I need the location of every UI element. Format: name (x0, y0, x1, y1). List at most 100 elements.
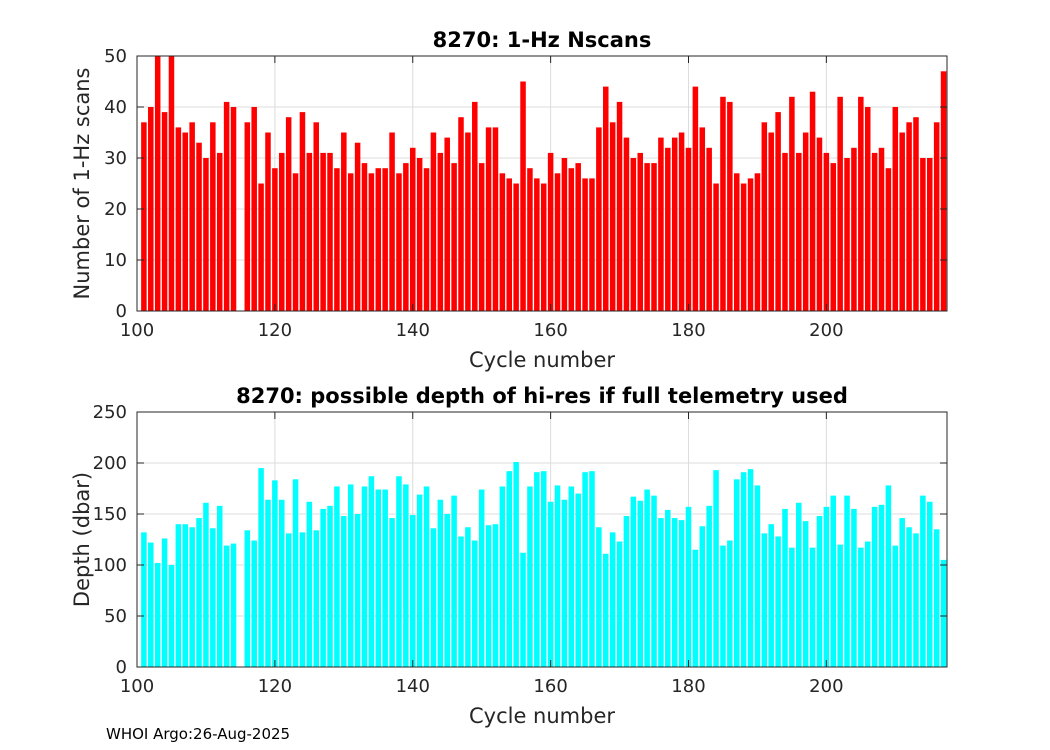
bar-cycle-139 (403, 163, 409, 311)
bar-cycle-156 (520, 81, 526, 311)
bar-cycle-192 (768, 132, 774, 311)
bar-cycle-176 (658, 137, 664, 311)
bar-cycle-129 (334, 486, 340, 667)
bar-cycle-186 (727, 540, 733, 667)
bar-cycle-102 (148, 107, 154, 311)
bar-cycle-212 (906, 122, 912, 311)
bar-cycle-116 (244, 122, 251, 311)
bar-cycle-117 (251, 540, 257, 667)
bar-cycle-156 (520, 552, 526, 667)
bar-cycle-134 (368, 476, 375, 667)
bar-cycle-143 (430, 528, 437, 667)
bar-cycle-125 (306, 501, 313, 667)
bar-cycle-209 (885, 168, 892, 311)
bar-cycle-139 (403, 484, 409, 667)
footer-credit: WHOI Argo:26-Aug-2025 (106, 725, 291, 743)
y-axis-label: Number of 1-Hz scans (70, 68, 94, 300)
bar-cycle-191 (761, 533, 768, 667)
bar-cycle-158 (534, 178, 540, 311)
bar-cycle-153 (499, 173, 506, 311)
bar-cycle-140 (409, 147, 416, 311)
bar-cycle-117 (251, 107, 257, 311)
bar-cycle-159 (540, 183, 547, 311)
bar-cycle-159 (540, 471, 547, 667)
bar-cycle-166 (589, 178, 595, 311)
bar-cycle-195 (789, 547, 795, 667)
bar-cycle-216 (933, 529, 940, 667)
bar-cycle-120 (272, 480, 278, 667)
x-tick-label: 180 (671, 320, 705, 341)
bar-cycle-168 (603, 553, 609, 667)
bar-cycle-128 (327, 505, 333, 667)
bar-cycle-201 (830, 163, 837, 311)
bar-cycle-192 (768, 524, 774, 667)
x-tick-label: 160 (533, 676, 567, 697)
bar-cycle-181 (692, 86, 699, 311)
bar-cycle-157 (527, 486, 533, 667)
bar-cycle-173 (637, 500, 643, 667)
x-axis-label: Cycle number (469, 348, 615, 372)
bar-cycle-175 (651, 495, 657, 667)
bar-cycle-144 (437, 499, 444, 667)
bar-cycle-154 (506, 471, 513, 667)
bar-cycle-203 (844, 158, 850, 311)
bar-cycle-182 (699, 127, 706, 312)
bar-cycle-196 (796, 502, 802, 667)
bar-cycle-118 (258, 183, 264, 311)
y-tick-label: 40 (104, 97, 127, 118)
bar-cycle-101 (141, 122, 147, 311)
axes-frame (136, 55, 948, 312)
bar-cycle-172 (630, 496, 637, 667)
bar-cycle-105 (168, 565, 175, 667)
bar-cycle-180 (685, 506, 692, 667)
bar-cycle-189 (747, 469, 754, 667)
bar-cycle-114 (230, 543, 237, 667)
bar-cycle-204 (851, 508, 857, 667)
bar-cycle-104 (161, 112, 168, 311)
bar-cycle-170 (616, 541, 623, 667)
bar-cycle-163 (568, 168, 575, 311)
y-tick-label: 100 (93, 555, 127, 576)
chart-title: 8270: possible depth of hi-res if full t… (236, 384, 848, 408)
bar-cycle-209 (885, 485, 892, 667)
bar-cycle-177 (665, 147, 671, 311)
bar-cycle-168 (603, 86, 609, 311)
bar-cycle-200 (823, 506, 830, 667)
x-tick-label: 160 (533, 320, 567, 341)
bar-cycle-211 (899, 132, 905, 311)
bar-cycle-191 (761, 122, 768, 311)
bar-cycle-185 (720, 545, 726, 667)
bar-cycle-121 (279, 152, 285, 311)
bar-cycle-154 (506, 178, 513, 311)
bar-cycle-207 (871, 152, 878, 311)
bar-cycle-217 (940, 559, 947, 667)
y-tick-label: 50 (104, 606, 127, 627)
y-tick-label: 0 (116, 301, 127, 322)
bar-cycle-153 (499, 486, 506, 667)
bar-cycle-119 (265, 132, 271, 311)
bar-cycle-205 (858, 96, 864, 311)
bar-cycle-170 (616, 101, 623, 312)
x-tick-label: 140 (396, 320, 430, 341)
bar-cycle-125 (306, 152, 313, 311)
axes-frame (136, 411, 948, 668)
nscans-bar-chart: 100 120 140 160 180 200 0 10 20 30 40 50 8270: 1-Hz … (70, 28, 948, 372)
bar-cycle-101 (141, 532, 147, 667)
bar-cycle-183 (706, 505, 712, 667)
bar-cycle-147 (458, 117, 464, 311)
bar-cycle-167 (596, 127, 602, 312)
bar-cycle-202 (837, 96, 843, 311)
bar-cycle-112 (216, 152, 223, 311)
x-tick-label: 200 (809, 320, 843, 341)
bar-cycle-214 (920, 495, 926, 667)
bar-cycle-217 (940, 71, 947, 311)
y-tick-label: 10 (104, 250, 127, 271)
bar-cycle-111 (210, 122, 216, 311)
bar-cycle-131 (347, 484, 354, 667)
bar-cycle-185 (720, 96, 726, 311)
bar-cycle-104 (161, 538, 168, 667)
bar-cycle-120 (272, 168, 278, 311)
bar-cycle-180 (685, 147, 692, 311)
bar-cycle-149 (472, 101, 478, 312)
bar-cycle-205 (858, 547, 864, 667)
